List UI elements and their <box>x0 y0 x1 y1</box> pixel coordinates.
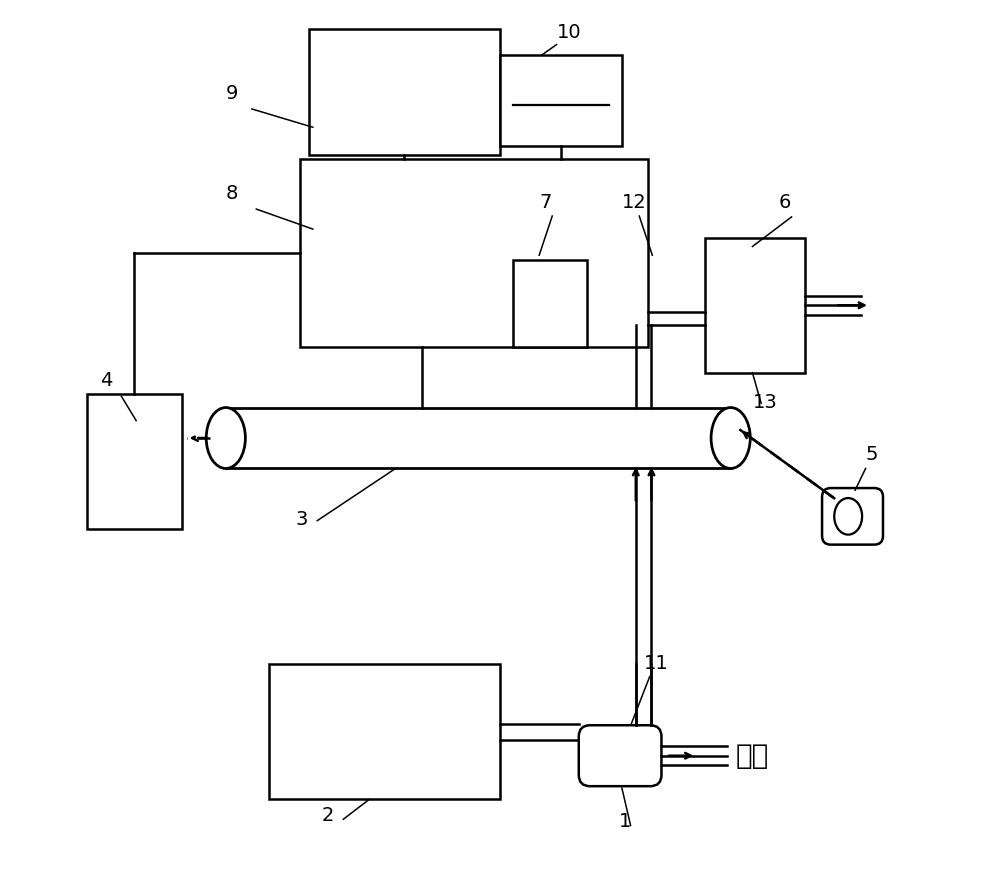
FancyBboxPatch shape <box>579 725 661 786</box>
Text: 1: 1 <box>619 812 632 831</box>
Text: 7: 7 <box>539 193 552 212</box>
Text: 6: 6 <box>779 193 791 212</box>
Text: 样气: 样气 <box>735 742 769 770</box>
Text: 8: 8 <box>226 184 238 203</box>
Text: 10: 10 <box>557 23 581 42</box>
Text: 3: 3 <box>295 511 308 529</box>
Bar <box>269 664 500 799</box>
Text: 11: 11 <box>644 654 668 673</box>
Bar <box>309 29 500 155</box>
Bar <box>87 394 182 529</box>
Text: 4: 4 <box>100 371 112 390</box>
Bar <box>500 55 622 146</box>
Bar <box>513 259 587 347</box>
Bar <box>705 237 805 372</box>
Ellipse shape <box>206 407 245 469</box>
Text: 12: 12 <box>622 193 647 212</box>
Text: 2: 2 <box>322 806 334 825</box>
Text: 9: 9 <box>226 84 238 102</box>
Ellipse shape <box>711 407 750 469</box>
FancyBboxPatch shape <box>822 488 883 545</box>
Bar <box>300 159 648 347</box>
Ellipse shape <box>834 498 862 534</box>
Text: 13: 13 <box>752 393 777 412</box>
Text: 5: 5 <box>866 445 878 464</box>
